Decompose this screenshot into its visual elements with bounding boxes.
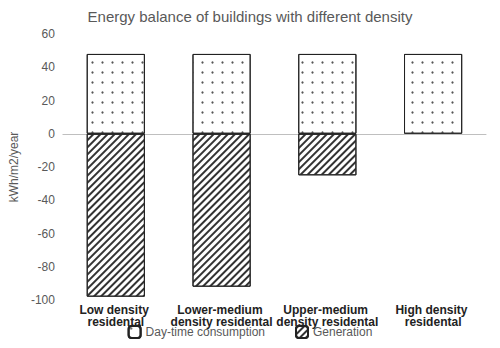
svg-text:20: 20 <box>42 94 56 108</box>
svg-text:Lower-medium: Lower-medium <box>177 303 266 317</box>
svg-text:Upper-medium: Upper-medium <box>283 303 372 317</box>
svg-text:density residental: density residental <box>276 315 379 329</box>
svg-text:residental: residental <box>87 315 145 329</box>
svg-text:0: 0 <box>48 127 55 141</box>
svg-text:-100: -100 <box>31 293 55 307</box>
svg-text:residental: residental <box>405 315 462 329</box>
svg-text:-20: -20 <box>38 160 56 174</box>
svg-text:High density: High density <box>395 303 471 317</box>
svg-text:-60: -60 <box>38 227 56 241</box>
svg-text:-80: -80 <box>38 260 56 274</box>
svg-text:Low density: Low density <box>79 303 153 317</box>
svg-text:Energy balance of buildings wi: Energy balance of buildings with differe… <box>88 8 413 25</box>
svg-text:Day-time consumption: Day-time consumption <box>146 325 265 339</box>
svg-text:density residental: density residental <box>170 315 273 329</box>
svg-text:60: 60 <box>42 27 56 41</box>
svg-text:40: 40 <box>42 60 56 74</box>
svg-text:-40: -40 <box>38 193 56 207</box>
svg-text:kWh/m2/year: kWh/m2/year <box>7 132 21 203</box>
svg-text:Generation: Generation <box>313 325 372 339</box>
